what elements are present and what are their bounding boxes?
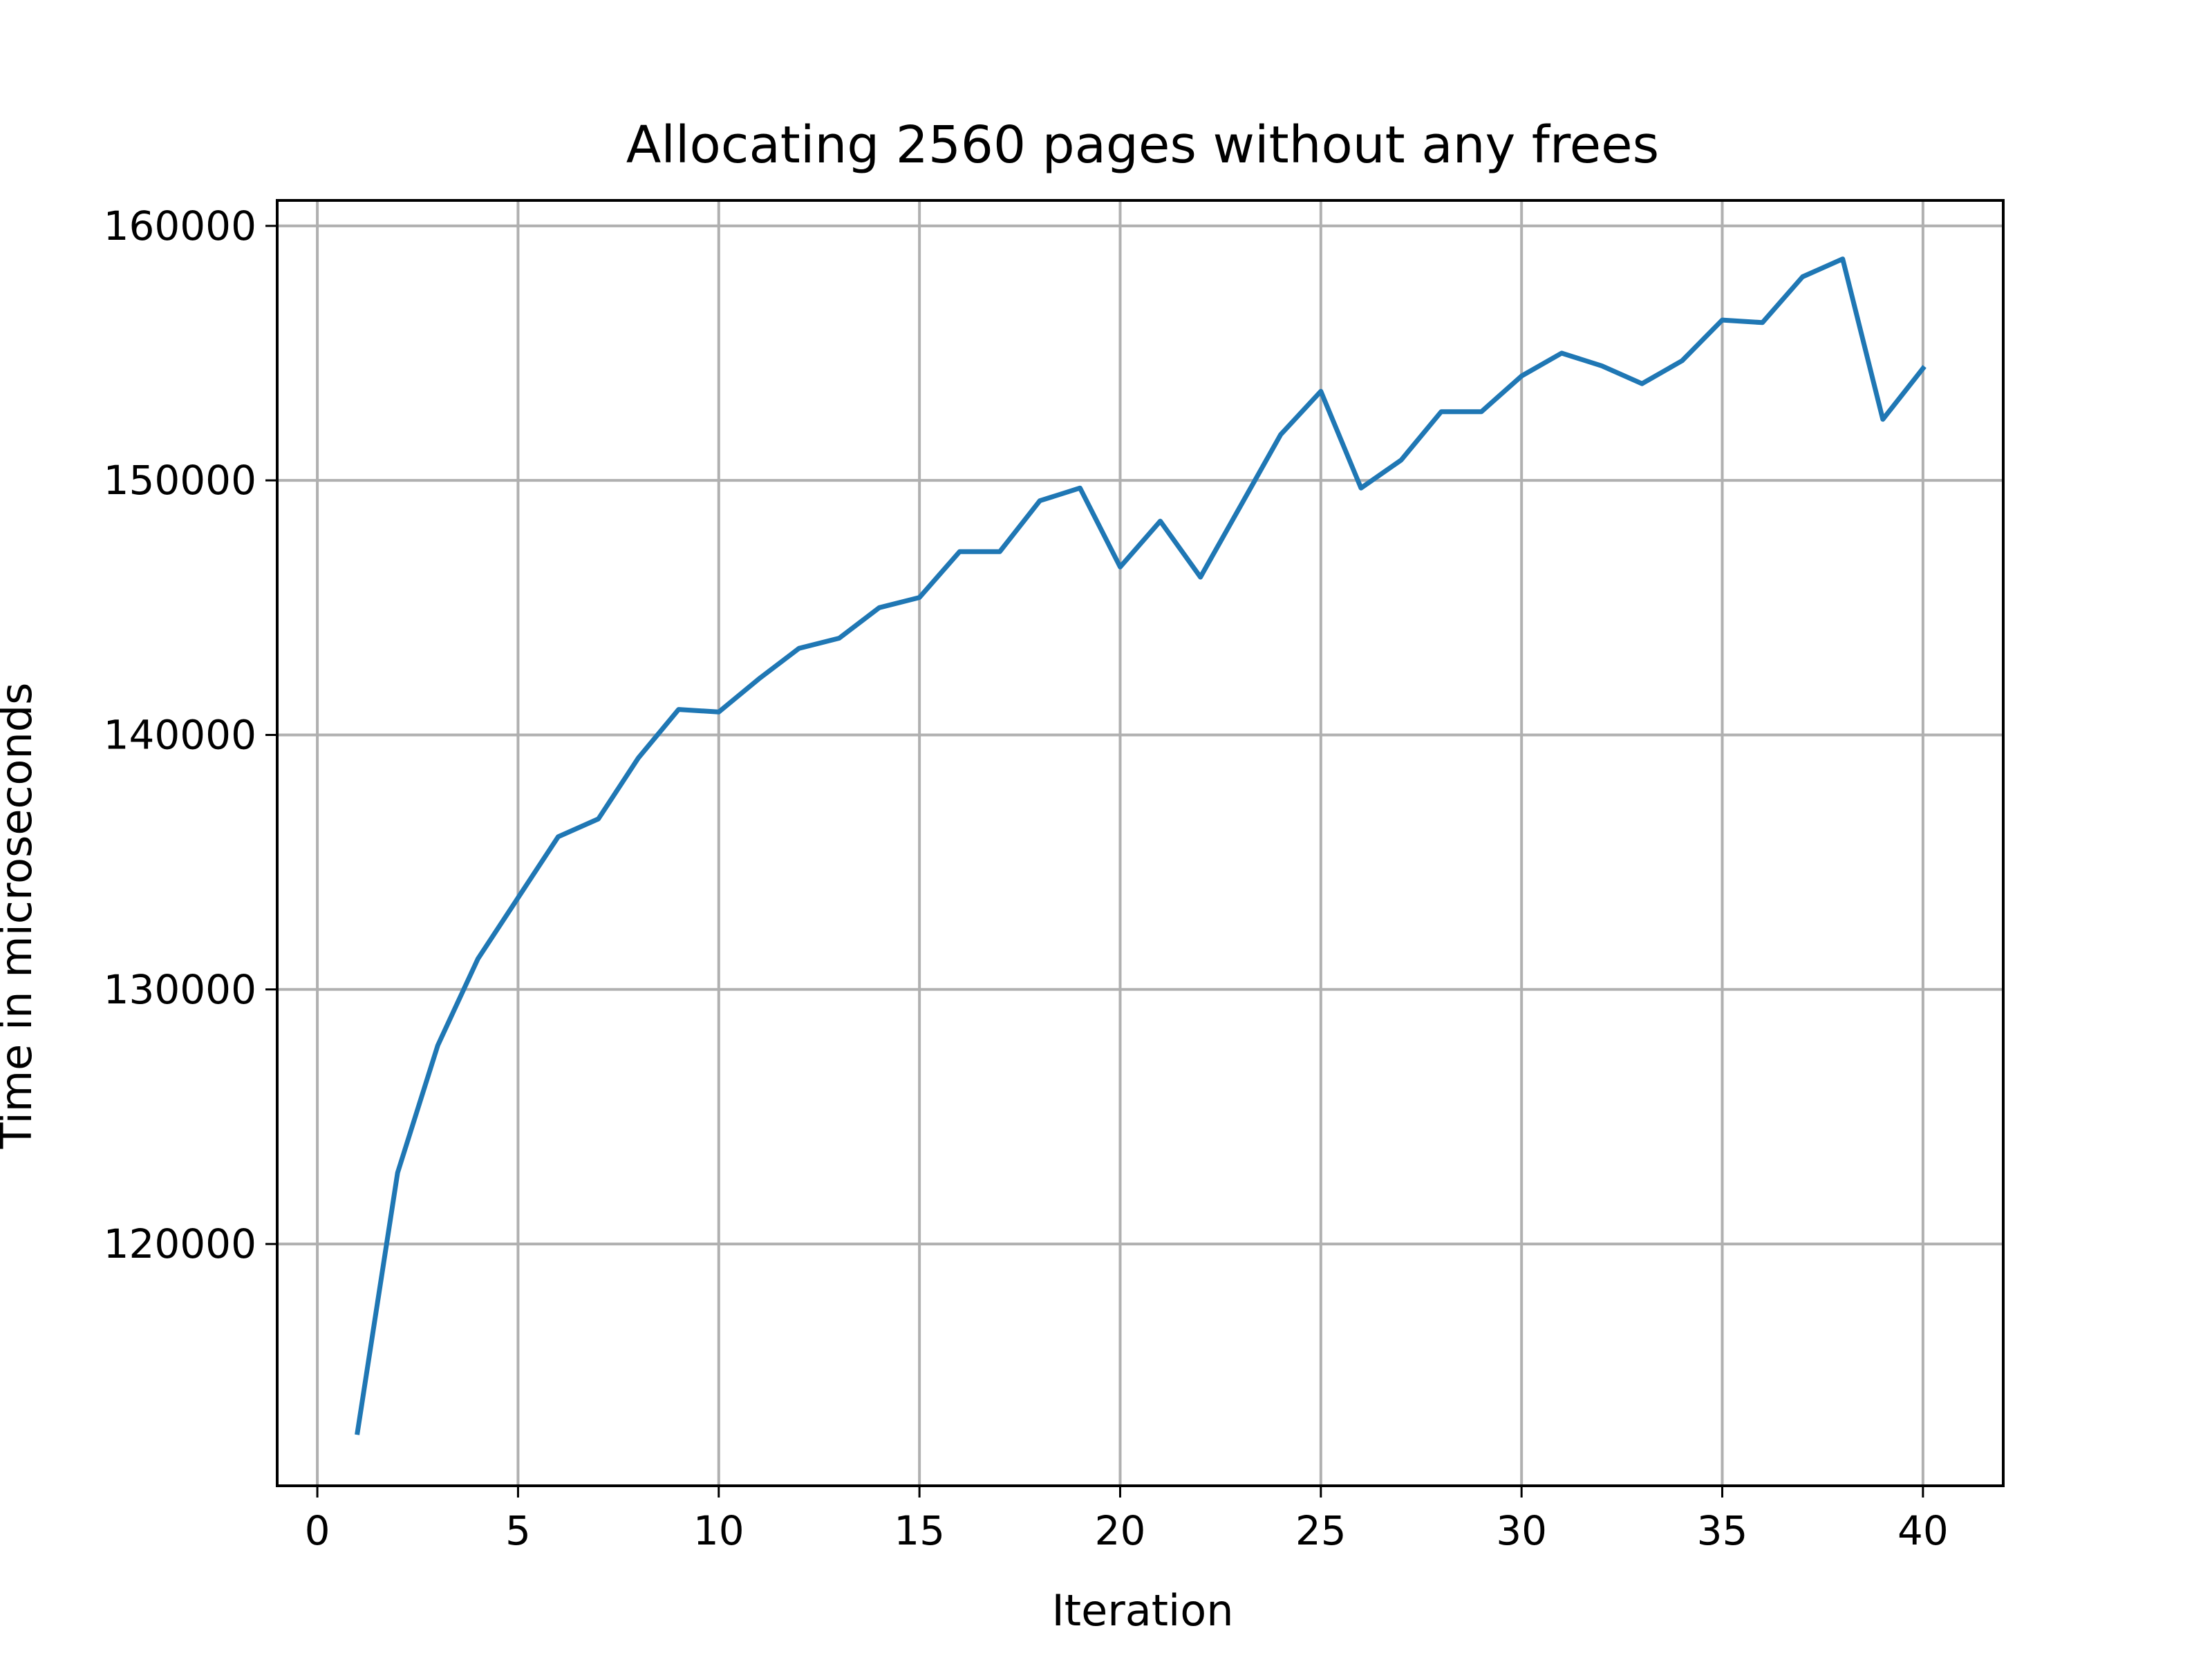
plot-frame	[276, 199, 2005, 1487]
grid	[277, 200, 2003, 1486]
y-tick-label: 150000	[104, 457, 256, 504]
series-layer	[355, 256, 1927, 1435]
x-tick-label: 40	[1897, 1507, 1949, 1554]
x-tick-label: 0	[305, 1507, 330, 1554]
ticks: 0 5 10 15 20 25 30 35 40 120000 130000 140000 150000…	[104, 202, 1949, 1554]
x-tick-label: 35	[1697, 1507, 1748, 1554]
y-tick-label: 120000	[104, 1220, 256, 1267]
chart-title: Allocating 2560 pages without any frees	[626, 115, 1660, 175]
y-tick-label: 140000	[104, 711, 256, 758]
x-tick-label: 10	[693, 1507, 744, 1554]
x-tick-label: 5	[505, 1507, 531, 1554]
y-tick-label: 130000	[104, 966, 256, 1013]
x-tick-label: 30	[1496, 1507, 1547, 1554]
x-tick-label: 25	[1295, 1507, 1347, 1554]
x-tick-label: 15	[894, 1507, 945, 1554]
series-line	[355, 256, 1927, 1435]
x-axis-label: Iteration	[1052, 1585, 1234, 1636]
y-axis-label: Time in microseconds	[0, 683, 41, 1150]
x-tick-label: 20	[1095, 1507, 1146, 1554]
y-tick-label: 160000	[104, 202, 256, 249]
